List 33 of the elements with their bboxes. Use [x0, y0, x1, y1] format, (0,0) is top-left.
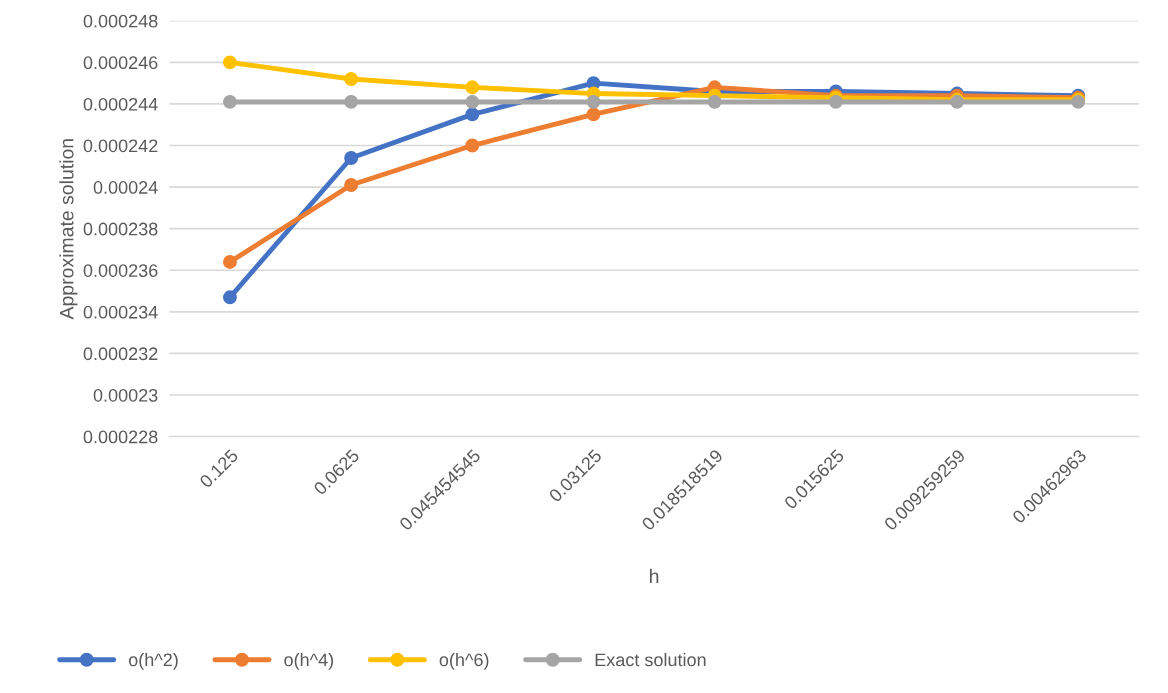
y-axis-title: Approximate solution: [59, 139, 78, 320]
point: [344, 72, 359, 86]
point: [707, 94, 722, 109]
point: [465, 107, 480, 122]
point: [344, 94, 359, 109]
y-tick-label: 0.00023: [93, 388, 158, 402]
y-tick-label: 0.000234: [83, 305, 158, 319]
point: [223, 94, 237, 109]
y-tick-label: 0.00024: [93, 181, 158, 194]
point: [223, 255, 237, 269]
y-tick-label: 0.000238: [83, 222, 158, 236]
legend-label: o(h^6): [439, 652, 489, 670]
y-tick-label: 0.000242: [83, 139, 158, 153]
legend-label: o(h^4): [284, 652, 334, 670]
point: [828, 94, 843, 109]
point: [586, 94, 601, 109]
y-tick-label: 0.000246: [83, 56, 158, 70]
x-axis-title: h: [650, 568, 659, 583]
point: [586, 107, 601, 122]
y-tick-label: 0.000244: [83, 97, 158, 111]
point: [223, 55, 237, 70]
point: [465, 80, 480, 95]
y-tick-label: 0.000236: [83, 264, 158, 277]
y-tick-label: 0.000232: [83, 347, 158, 361]
y-tick-label: 0.000248: [83, 14, 158, 28]
legend-label: o(h^2): [128, 652, 178, 670]
legend-label: Exact solution: [595, 652, 706, 667]
y-tick-label: 0.000228: [83, 430, 158, 444]
point: [344, 178, 359, 192]
point: [344, 151, 359, 165]
point: [465, 138, 480, 153]
point: [223, 290, 237, 305]
point: [465, 94, 480, 109]
